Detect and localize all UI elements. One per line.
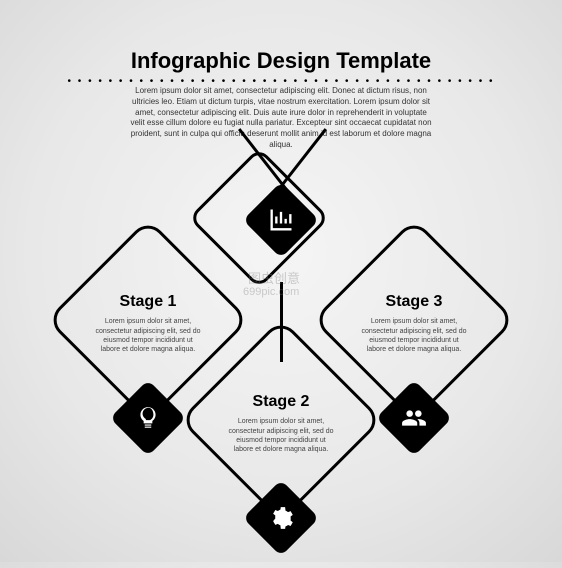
node-right-content: Stage 3 Lorem ipsum dolor sit amet, cons… (342, 252, 486, 396)
stage1-title: Stage 1 (120, 293, 177, 311)
stage2-title: Stage 2 (253, 393, 310, 411)
node-left-content: Stage 1 Lorem ipsum dolor sit amet, cons… (76, 252, 220, 396)
stage3-body: Lorem ipsum dolor sit amet, consectetur … (360, 317, 468, 355)
stage1-body: Lorem ipsum dolor sit amet, consectetur … (94, 317, 202, 355)
node-center-content: Stage 2 Lorem ipsum dolor sit amet, cons… (209, 352, 353, 496)
diagram-canvas: Stage 1 Lorem ipsum dolor sit amet, cons… (0, 0, 562, 562)
stage3-title: Stage 3 (386, 293, 443, 311)
stage2-body: Lorem ipsum dolor sit amet, consectetur … (227, 417, 335, 455)
